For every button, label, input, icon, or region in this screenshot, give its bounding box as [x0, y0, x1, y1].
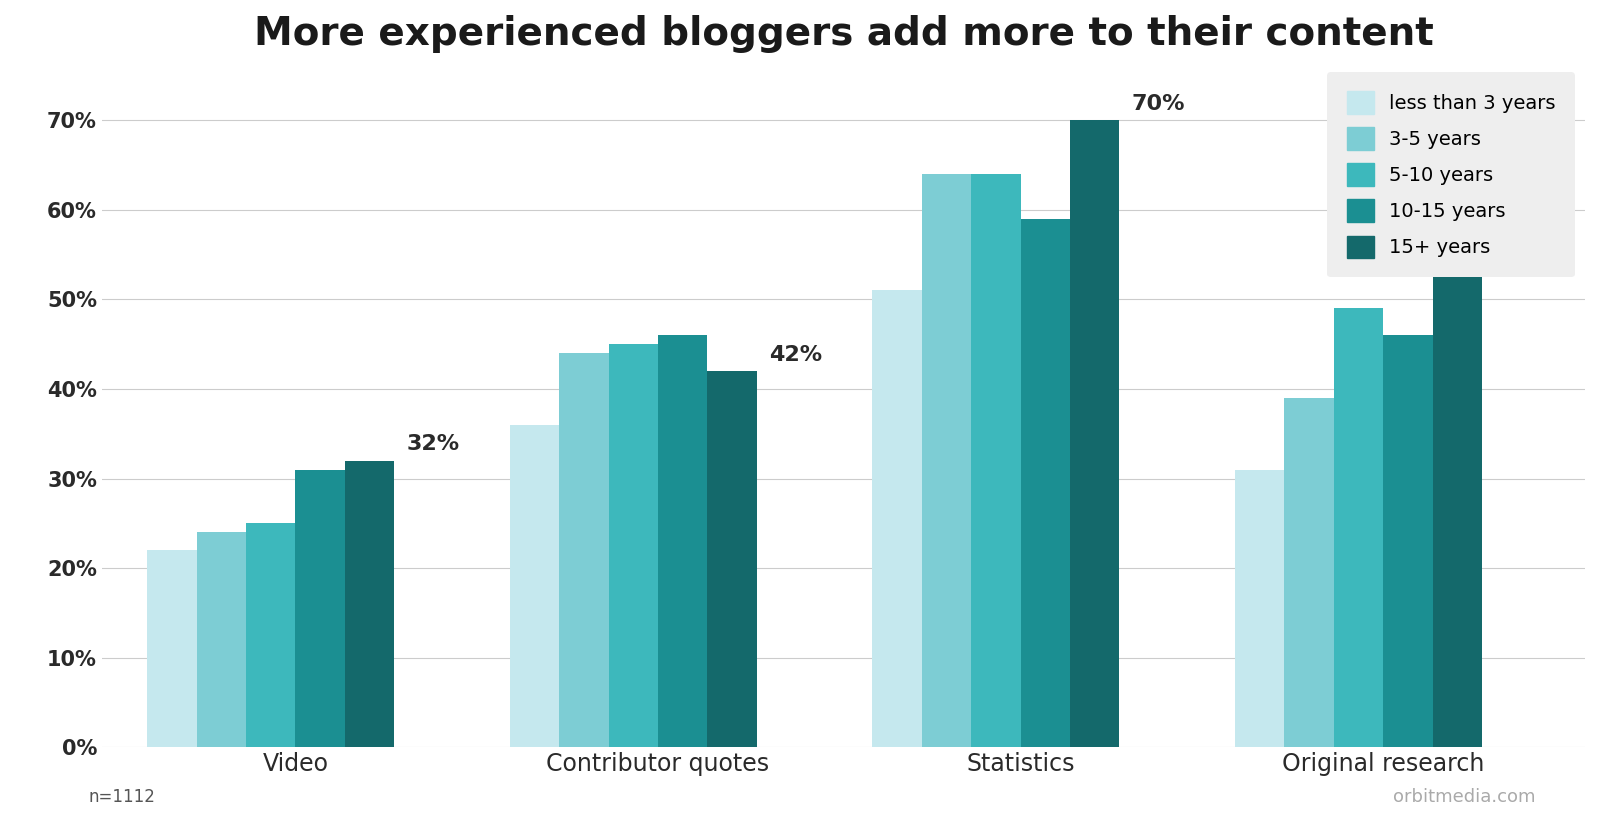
Bar	[1235, 470, 1285, 747]
Bar	[296, 470, 346, 747]
Bar	[608, 344, 658, 747]
Text: 42%: 42%	[770, 344, 822, 365]
Bar	[1334, 308, 1382, 747]
Bar	[197, 532, 246, 747]
Bar	[1432, 246, 1482, 747]
Bar	[1021, 219, 1070, 747]
Text: n=1112: n=1112	[88, 788, 155, 806]
Text: 32%: 32%	[406, 434, 459, 454]
Bar	[1070, 120, 1120, 747]
Text: 70%: 70%	[1131, 94, 1186, 114]
Text: 56%: 56%	[1494, 219, 1547, 240]
Bar	[558, 353, 608, 747]
Text: orbitmedia.com: orbitmedia.com	[1394, 788, 1536, 806]
Bar	[658, 335, 707, 747]
Bar	[971, 174, 1021, 747]
Bar	[510, 425, 558, 747]
Bar	[1285, 398, 1334, 747]
Legend: less than 3 years, 3-5 years, 5-10 years, 10-15 years, 15+ years: less than 3 years, 3-5 years, 5-10 years…	[1326, 72, 1576, 278]
Bar	[246, 523, 296, 747]
Bar	[707, 371, 757, 747]
Bar	[922, 174, 971, 747]
Bar	[346, 461, 394, 747]
Title: More experienced bloggers add more to their content: More experienced bloggers add more to th…	[253, 15, 1434, 53]
Bar	[147, 550, 197, 747]
Bar	[872, 291, 922, 747]
Bar	[1382, 335, 1432, 747]
